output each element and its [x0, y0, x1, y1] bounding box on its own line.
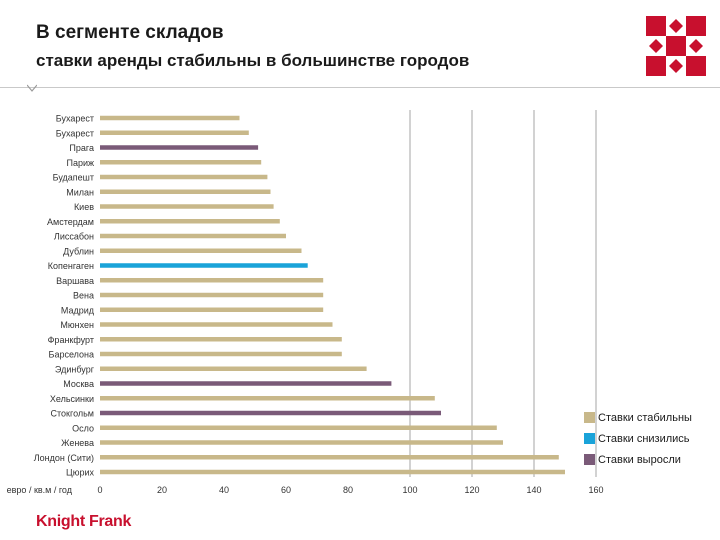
category-label-13: Мадрид: [61, 305, 95, 315]
bar-2: [100, 145, 259, 150]
bar-20: [100, 410, 441, 416]
category-label-3: Париж: [66, 158, 94, 168]
bar-6: [100, 204, 274, 209]
logo-square-0: [646, 16, 666, 36]
x-tick-100: 100: [402, 485, 417, 495]
bar-18: [100, 381, 392, 386]
logo-square-4: [686, 56, 706, 76]
category-label-1: Бухарест: [56, 128, 94, 138]
category-label-10: Копенгаген: [48, 261, 94, 271]
category-label-5: Милан: [66, 187, 94, 197]
x-axis-label: евро / кв.м / год: [7, 485, 73, 495]
bar-4: [100, 174, 268, 180]
category-label-9: Дублин: [63, 246, 94, 256]
logo-diamond-1: [649, 39, 663, 53]
bar-0: [100, 115, 240, 121]
category-label-16: Барселона: [49, 350, 94, 360]
legend-label-decreased: Ставки снизились: [598, 432, 690, 445]
x-tick-0: 0: [97, 485, 102, 495]
legend-item-stable: Ставки стабильны: [584, 409, 692, 426]
logo-square-3: [646, 56, 666, 76]
bar-1: [100, 130, 249, 135]
bar-7: [100, 219, 280, 224]
category-label-21: Осло: [72, 423, 94, 433]
x-tick-160: 160: [588, 485, 603, 495]
legend-item-decreased: Ставки снизились: [584, 430, 692, 447]
category-label-12: Вена: [73, 291, 94, 301]
bar-5: [100, 189, 271, 194]
brand-name: Knight Frank: [36, 513, 132, 530]
page-title: В сегменте складов: [36, 22, 224, 43]
category-label-0: Бухарест: [56, 114, 94, 124]
bar-11: [100, 278, 324, 283]
knight-frank-logo-icon: [646, 16, 706, 76]
legend-swatch-decreased: [584, 433, 595, 444]
legend-swatch-stable: [584, 412, 595, 423]
bar-22: [100, 440, 503, 445]
legend-label-stable: Ставки стабильны: [598, 411, 692, 424]
category-label-24: Цюрих: [66, 468, 94, 478]
category-label-8: Лиссабон: [54, 232, 94, 242]
category-label-22: Женева: [61, 438, 94, 448]
bar-16: [100, 351, 342, 357]
bar-15: [100, 337, 342, 342]
category-label-17: Эдинбург: [55, 364, 95, 374]
x-tick-40: 40: [219, 485, 229, 495]
header-divider: [0, 87, 720, 88]
category-label-15: Франкфурт: [48, 335, 94, 345]
bar-14: [100, 322, 333, 327]
bar-8: [100, 233, 286, 239]
category-label-14: Мюнхен: [60, 320, 94, 330]
category-label-23: Лондон (Сити): [34, 453, 94, 463]
x-tick-120: 120: [464, 485, 479, 495]
logo-diamond-0: [669, 19, 683, 33]
legend-item-increased: Ставки выросли: [584, 451, 692, 468]
legend-label-increased: Ставки выросли: [598, 453, 681, 466]
x-tick-80: 80: [343, 485, 353, 495]
x-tick-60: 60: [281, 485, 291, 495]
bar-12: [100, 292, 324, 298]
bar-10: [100, 263, 308, 268]
category-label-2: Прага: [69, 143, 94, 153]
header-notch-icon: [27, 84, 37, 92]
bar-21: [100, 425, 497, 430]
category-label-18: Москва: [63, 379, 94, 389]
logo-square-2: [666, 36, 686, 56]
bar-19: [100, 396, 435, 401]
legend-swatch-increased: [584, 454, 595, 465]
bar-24: [100, 469, 565, 475]
category-label-4: Будапешт: [53, 173, 94, 183]
category-label-19: Хельсинки: [50, 394, 94, 404]
x-tick-20: 20: [157, 485, 167, 495]
chart-legend: Ставки стабильны Ставки снизились Ставки…: [584, 409, 692, 472]
bar-3: [100, 160, 262, 165]
logo-diamond-2: [689, 39, 703, 53]
bar-13: [100, 307, 324, 312]
page-subtitle: ставки аренды стабильны в большинстве го…: [36, 51, 470, 70]
category-label-11: Варшава: [56, 276, 94, 286]
category-label-6: Киев: [74, 202, 94, 212]
bar-9: [100, 248, 302, 253]
logo-square-1: [686, 16, 706, 36]
category-label-7: Амстердам: [47, 217, 94, 227]
bar-23: [100, 455, 559, 460]
x-tick-140: 140: [526, 485, 541, 495]
category-label-20: Стокгольм: [51, 409, 94, 419]
bar-17: [100, 366, 367, 371]
logo-diamond-3: [669, 59, 683, 73]
rent-rates-bar-chart: Бухарест Бухарест Прага Париж Будапешт Милан К…: [7, 110, 604, 495]
